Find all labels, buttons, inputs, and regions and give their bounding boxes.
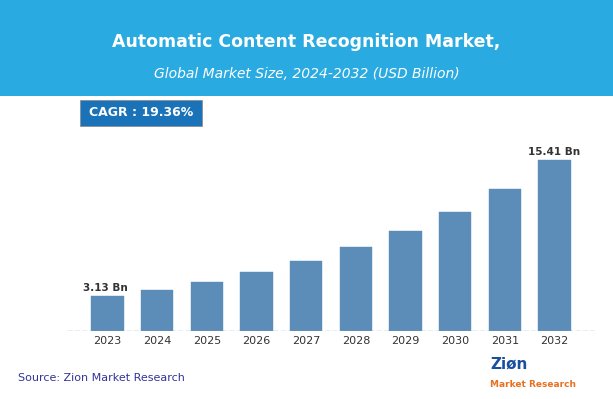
Text: Automatic Content Recognition Market,: Automatic Content Recognition Market, [112,33,501,51]
Bar [141,290,173,331]
Bar [240,272,273,331]
Bar [538,160,571,331]
Bar [489,189,521,331]
Bar [340,247,372,331]
Text: CAGR : 19.36%: CAGR : 19.36% [89,106,193,119]
Text: 15.41 Bn: 15.41 Bn [528,147,581,157]
Bar [290,261,322,331]
Bar [439,212,471,331]
Text: Market Research: Market Research [490,380,576,389]
Bar [91,296,124,331]
Text: Ziøn: Ziøn [490,356,528,371]
Bar [191,282,223,331]
Text: Global Market Size, 2024-2032 (USD Billion): Global Market Size, 2024-2032 (USD Billi… [154,67,459,81]
Text: 3.13 Bn: 3.13 Bn [83,283,128,293]
Text: Source: Zion Market Research: Source: Zion Market Research [18,373,185,383]
Bar [389,231,422,331]
